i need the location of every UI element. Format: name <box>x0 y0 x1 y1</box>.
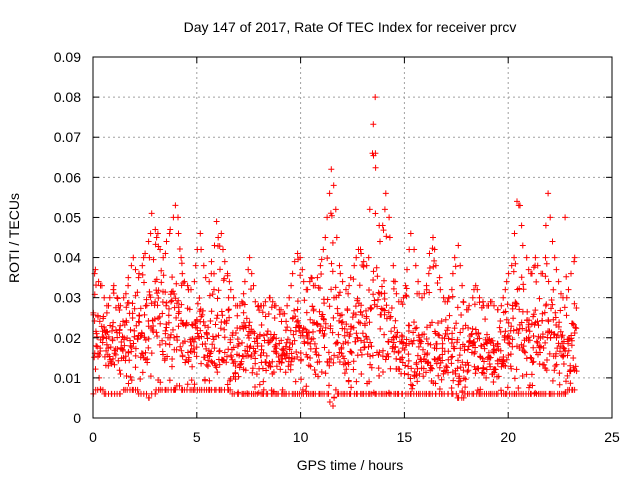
series-roti-markers <box>90 94 580 409</box>
x-tick-label: 20 <box>500 429 516 445</box>
plot-frame <box>92 56 613 419</box>
y-tick-label: 0.05 <box>54 209 81 225</box>
y-tick-label: 0 <box>73 410 81 426</box>
y-tick-label: 0.04 <box>54 250 81 266</box>
x-tick-label: 25 <box>604 429 620 445</box>
x-tick-label: 10 <box>293 429 309 445</box>
y-tick-label: 0.02 <box>54 330 81 346</box>
y-tick-label: 0.08 <box>54 89 81 105</box>
y-tick-label: 0.06 <box>54 169 81 185</box>
chart-title: Day 147 of 2017, Rate Of TEC Index for r… <box>184 19 517 35</box>
x-axis-label: GPS time / hours <box>297 457 404 473</box>
x-tick-label: 5 <box>193 429 201 445</box>
y-tick-label: 0.01 <box>54 370 81 386</box>
y-tick-label: 0.03 <box>54 290 81 306</box>
x-tick-label: 15 <box>397 429 413 445</box>
data-points <box>90 94 580 409</box>
x-tick-label: 0 <box>89 429 97 445</box>
y-axis-label: ROTI / TECUs <box>6 193 22 283</box>
axis-ticks: 0 0.01 0.02 0.03 0.04 0.05 0.06 0.07 0.08 0.09 0 5 1… <box>54 49 620 445</box>
y-tick-label: 0.09 <box>54 49 81 65</box>
y-tick-label: 0.07 <box>54 129 81 145</box>
